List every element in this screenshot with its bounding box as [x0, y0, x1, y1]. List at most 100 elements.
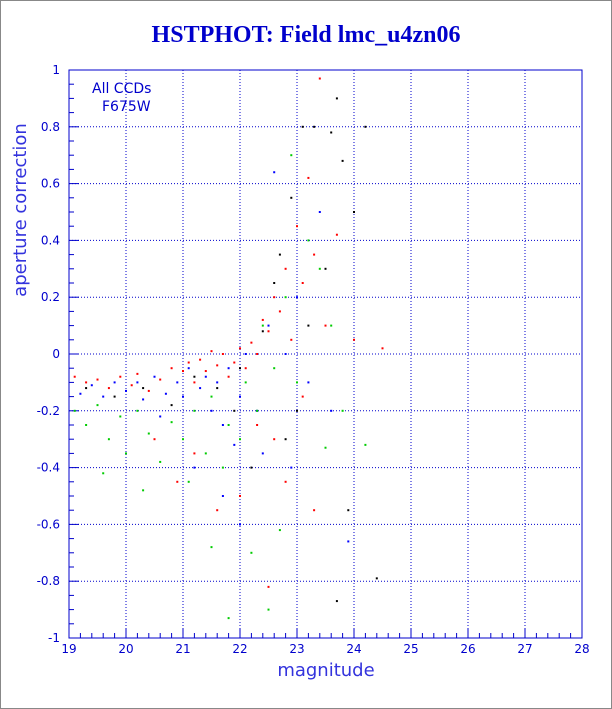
data-point	[353, 338, 355, 341]
annotation-all-ccds: All CCDs	[92, 81, 151, 97]
data-point	[193, 452, 196, 455]
data-point	[113, 395, 116, 398]
data-point	[273, 367, 276, 370]
data-point	[85, 424, 88, 426]
data-point	[273, 296, 276, 299]
data-point	[73, 375, 76, 378]
data-point	[261, 318, 264, 321]
data-point	[119, 415, 122, 418]
data-point	[233, 361, 236, 364]
data-point	[296, 381, 298, 384]
data-point	[239, 495, 241, 497]
data-point	[107, 387, 110, 390]
data-point	[96, 404, 99, 407]
data-point	[318, 77, 321, 80]
data-point	[187, 361, 190, 364]
data-point	[341, 159, 344, 162]
data-point	[290, 196, 293, 199]
data-point	[244, 367, 247, 370]
data-point	[125, 452, 127, 455]
plot-area	[68, 69, 583, 639]
data-point	[278, 529, 281, 532]
data-point	[290, 338, 293, 341]
data-point	[239, 395, 241, 398]
data-point	[113, 381, 116, 384]
data-point	[296, 296, 298, 299]
data-point	[335, 233, 338, 236]
x-tick-label: 28	[574, 642, 589, 656]
data-point	[216, 387, 219, 390]
data-point	[216, 381, 219, 384]
data-point	[193, 409, 196, 412]
data-point	[267, 608, 270, 611]
data-point	[227, 367, 230, 370]
data-point	[335, 97, 338, 100]
data-point	[250, 341, 253, 344]
data-point	[381, 347, 384, 350]
data-point	[187, 367, 190, 370]
data-point	[318, 211, 321, 213]
data-point	[375, 577, 378, 580]
data-point	[244, 381, 247, 384]
data-point	[227, 617, 230, 620]
data-point	[307, 324, 310, 327]
data-point	[324, 267, 327, 270]
data-point	[307, 381, 310, 384]
data-point	[256, 424, 259, 426]
data-point	[301, 125, 304, 128]
data-point	[307, 239, 310, 242]
data-point	[136, 381, 139, 384]
data-point	[136, 372, 139, 375]
data-point	[182, 370, 184, 373]
data-point	[159, 378, 162, 381]
data-point	[142, 398, 145, 401]
data-point	[341, 409, 344, 412]
data-point	[204, 370, 207, 373]
data-point	[227, 375, 230, 378]
data-point	[364, 443, 367, 446]
x-tick-label: 25	[403, 642, 418, 656]
data-point	[278, 310, 281, 313]
data-point	[176, 381, 179, 384]
data-point	[221, 353, 224, 355]
data-point	[210, 350, 213, 353]
data-point	[256, 353, 259, 355]
data-point	[353, 211, 355, 213]
data-point	[273, 438, 276, 441]
data-point	[79, 392, 82, 395]
y-tick-label: 0	[52, 347, 60, 361]
x-tick-label: 26	[460, 642, 475, 656]
data-point	[307, 176, 310, 179]
data-point	[210, 409, 213, 412]
data-point	[250, 551, 253, 554]
data-point	[296, 225, 298, 228]
data-point	[199, 387, 202, 390]
data-point	[170, 421, 173, 424]
y-tick-label: 0.6	[41, 177, 60, 191]
y-axis-label: aperture correction	[10, 123, 31, 297]
data-point	[73, 409, 76, 412]
data-point	[273, 282, 276, 284]
data-point	[261, 452, 264, 455]
y-tick-label: 0.2	[41, 290, 60, 304]
y-tick-label: -0.4	[37, 461, 60, 475]
data-point	[147, 389, 150, 392]
data-point	[318, 267, 321, 270]
data-point	[176, 480, 179, 483]
data-point	[85, 387, 88, 390]
data-point	[296, 409, 298, 412]
data-point	[284, 353, 287, 355]
data-point	[170, 404, 173, 407]
data-point	[142, 489, 145, 492]
data-point	[159, 415, 162, 418]
data-point	[239, 367, 241, 370]
data-point	[239, 523, 241, 526]
chart-title: HSTPHOT: Field lmc_u4zn06	[151, 22, 461, 48]
y-tick-label: 1	[52, 63, 60, 77]
y-tick-label: -0.2	[37, 404, 60, 418]
data-point	[153, 438, 156, 441]
data-point	[290, 466, 293, 469]
data-point	[256, 409, 259, 412]
data-point	[330, 324, 333, 327]
